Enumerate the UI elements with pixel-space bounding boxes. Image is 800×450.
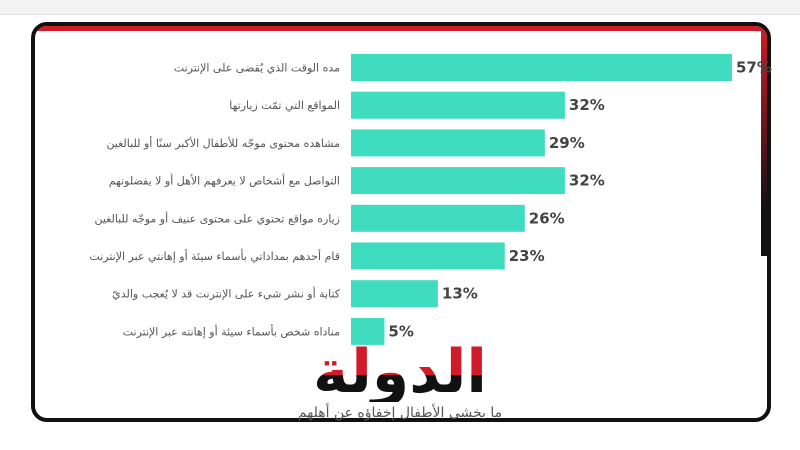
value-label-6: 13%	[442, 285, 478, 303]
logo-text-bottom: الدولة	[313, 340, 487, 402]
category-label-6: كتابة أو نشر شيء على الإنترنت قد لا يُعج…	[112, 287, 341, 301]
bar-2	[351, 129, 545, 157]
category-label-3: التواصل مع أشخاص لا يعرفهم الأهل أو لا ي…	[109, 174, 340, 188]
value-label-0: 57%	[736, 59, 772, 77]
frame-accent-side	[761, 26, 767, 256]
value-label-4: 26%	[529, 209, 565, 227]
value-label-3: 32%	[569, 172, 605, 190]
category-label-5: قام أحدهم بمداداتي بأسماء سيئة أو إهانتي…	[89, 248, 340, 263]
logo-text-top: الدولة	[313, 340, 487, 402]
brand-logo-mark: الدولة الدولة	[313, 340, 487, 402]
category-label-4: زياره مواقع تحتوي على محتوى عنيف أو موجّ…	[94, 211, 340, 225]
brand-logo: الدولة الدولة	[305, 340, 495, 402]
frame-accent-top	[35, 26, 767, 31]
value-label-2: 29%	[549, 134, 585, 152]
bar-1	[351, 91, 565, 119]
category-label-2: مشاهده محتوى موجّه للأطفال الأكبر سنًا أ…	[106, 136, 340, 150]
bar-0	[351, 54, 732, 81]
category-label-7: مناداه شخص بأسماء سيئة أو إهانته عبر الإ…	[123, 323, 340, 338]
value-label-5: 23%	[509, 247, 545, 265]
bar-7	[351, 317, 385, 345]
bar-6	[351, 280, 438, 308]
top-strip	[0, 0, 800, 15]
chart-caption: ما يخشى الأطفال إخفاؤه عن أهلهم	[297, 405, 503, 421]
category-label-1: المواقع التي تمّت زيارتها	[229, 99, 340, 112]
bar-3	[351, 167, 565, 195]
bar-5	[351, 242, 505, 270]
category-label-0: مده الوقت الذي يُقضى على الإنترنت	[174, 62, 340, 75]
bar-4	[351, 204, 525, 232]
value-label-7: 5%	[388, 322, 413, 340]
value-label-1: 32%	[569, 96, 605, 114]
